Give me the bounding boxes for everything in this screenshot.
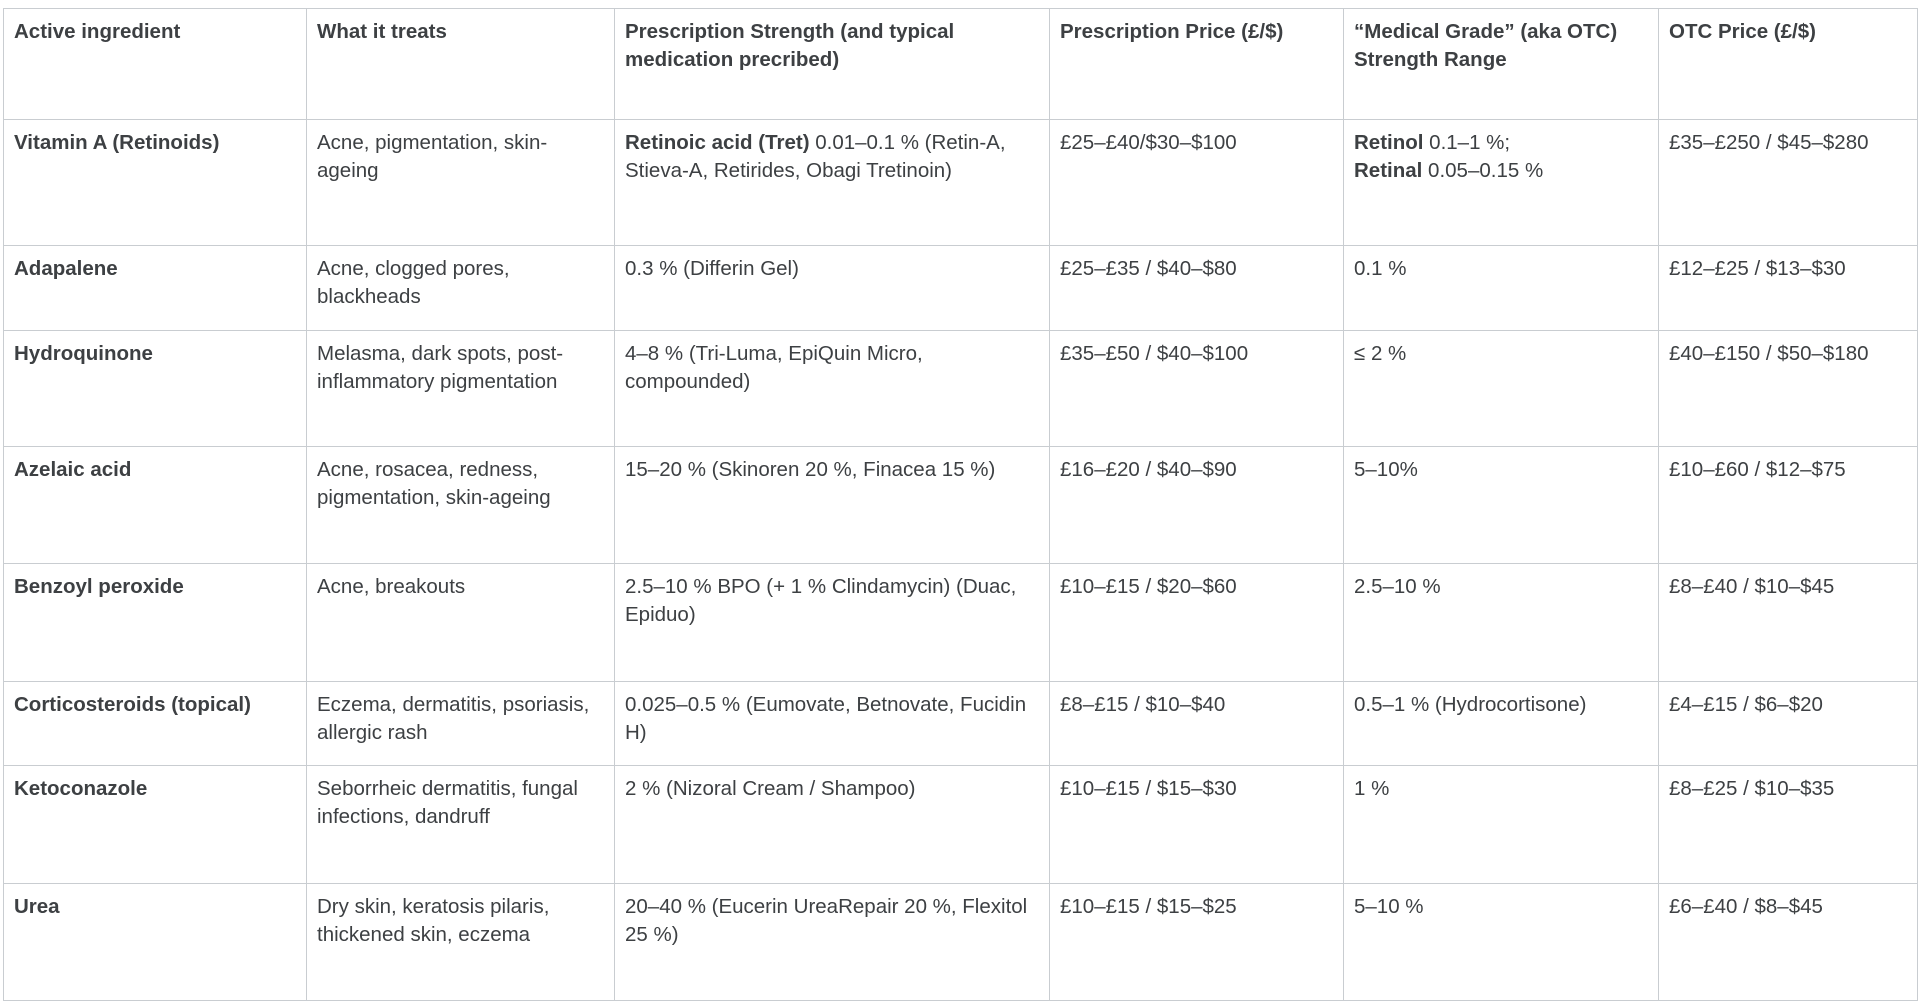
header-row: Active ingredient What it treats Prescri… bbox=[3, 8, 1918, 120]
otc-strength-text: 0.5–1 % (Hydrocortisone) bbox=[1354, 693, 1587, 716]
cell-prescription-price: £16–£20 / $40–$90 bbox=[1049, 446, 1344, 564]
cell-otc-strength: 0.5–1 % (Hydrocortisone) bbox=[1343, 681, 1659, 766]
cell-otc-price: £40–£150 / $50–$180 bbox=[1658, 330, 1918, 447]
cell-what-it-treats: Acne, pigmentation, skin-ageing bbox=[306, 119, 615, 246]
cell-prescription-strength: 20–40 % (Eucerin UreaRepair 20 %, Flexit… bbox=[614, 883, 1050, 1001]
cell-otc-price: £8–£40 / $10–$45 bbox=[1658, 563, 1918, 682]
cell-prescription-price: £10–£15 / $15–$25 bbox=[1049, 883, 1344, 1001]
otc-strength-text: 1 % bbox=[1354, 777, 1390, 800]
cell-prescription-price: £35–£50 / $40–$100 bbox=[1049, 330, 1344, 447]
cell-otc-strength: 5–10% bbox=[1343, 446, 1659, 564]
cell-otc-strength: ≤ 2 % bbox=[1343, 330, 1659, 447]
cell-prescription-strength: 2 % (Nizoral Cream / Shampoo) bbox=[614, 765, 1050, 884]
table-row-benzoyl-peroxide: Benzoyl peroxide Acne, breakouts 2.5–10 … bbox=[3, 563, 1918, 682]
table-row-adapalene: Adapalene Acne, clogged pores, blackhead… bbox=[3, 245, 1918, 331]
cell-prescription-strength: 0.025–0.5 % (Eumovate, Betnovate, Fucidi… bbox=[614, 681, 1050, 766]
cell-what-it-treats: Acne, breakouts bbox=[306, 563, 615, 682]
column-header-otc-price: OTC Price (£/$) bbox=[1658, 8, 1918, 120]
cell-prescription-price: £25–£35 / $40–$80 bbox=[1049, 245, 1344, 331]
table-row-vitamin-a: Vitamin A (Retinoids) Acne, pigmentation… bbox=[3, 119, 1918, 246]
cell-what-it-treats: Acne, clogged pores, blackheads bbox=[306, 245, 615, 331]
rx-strength-text: 20–40 % (Eucerin UreaRepair 20 %, Flexit… bbox=[625, 895, 1028, 946]
rx-strength-text: 2.5–10 % BPO (+ 1 % Clindamycin) (Duac, … bbox=[625, 575, 1017, 626]
table-row-azelaic-acid: Azelaic acid Acne, rosacea, redness, pig… bbox=[3, 446, 1918, 564]
cell-prescription-strength: 15–20 % (Skinoren 20 %, Finacea 15 %) bbox=[614, 446, 1050, 564]
rx-strength-text: 0.025–0.5 % (Eumovate, Betnovate, Fucidi… bbox=[625, 693, 1027, 744]
cell-otc-price: £35–£250 / $45–$280 bbox=[1658, 119, 1918, 246]
cell-prescription-price: £10–£15 / $20–$60 bbox=[1049, 563, 1344, 682]
cell-what-it-treats: Eczema, dermatitis, psoriasis, allergic … bbox=[306, 681, 615, 766]
otc-strength-bold: Retinol bbox=[1354, 131, 1424, 154]
column-header-prescription-price: Prescription Price (£/$) bbox=[1049, 8, 1344, 120]
otc-strength-text: 5–10 % bbox=[1354, 895, 1424, 918]
cell-otc-price: £10–£60 / $12–$75 bbox=[1658, 446, 1918, 564]
cell-prescription-price: £10–£15 / $15–$30 bbox=[1049, 765, 1344, 884]
cell-otc-price: £6–£40 / $8–$45 bbox=[1658, 883, 1918, 1001]
otc-strength-text: 2.5–10 % bbox=[1354, 575, 1441, 598]
rx-strength-bold: Retinoic acid (Tret) bbox=[625, 131, 810, 154]
cell-active-ingredient: Ketoconazole bbox=[3, 765, 307, 884]
cell-prescription-strength: Retinoic acid (Tret) 0.01–0.1 % (Retin-A… bbox=[614, 119, 1050, 246]
otc-strength-text: ≤ 2 % bbox=[1354, 342, 1407, 365]
cell-otc-strength: 0.1 % bbox=[1343, 245, 1659, 331]
otc-strength-text-2: 0.05–0.15 % bbox=[1422, 159, 1544, 182]
cell-otc-price: £8–£25 / $10–$35 bbox=[1658, 765, 1918, 884]
column-header-otc-strength-range: “Medical Grade” (aka OTC) Strength Range bbox=[1343, 8, 1659, 120]
rx-strength-text: 2 % (Nizoral Cream / Shampoo) bbox=[625, 777, 916, 800]
cell-otc-price: £12–£25 / $13–$30 bbox=[1658, 245, 1918, 331]
rx-strength-text: 0.01–0.1 % (Retin-A, Stieva-A, Retirides… bbox=[625, 131, 1006, 182]
column-header-active-ingredient: Active ingredient bbox=[3, 8, 307, 120]
table-row-hydroquinone: Hydroquinone Melasma, dark spots, post-i… bbox=[3, 330, 1918, 447]
cell-prescription-strength: 2.5–10 % BPO (+ 1 % Clindamycin) (Duac, … bbox=[614, 563, 1050, 682]
cell-otc-strength: 5–10 % bbox=[1343, 883, 1659, 1001]
cell-active-ingredient: Corticosteroids (topical) bbox=[3, 681, 307, 766]
otc-strength-text: 5–10% bbox=[1354, 458, 1418, 481]
cell-otc-strength: 2.5–10 % bbox=[1343, 563, 1659, 682]
cell-otc-price: £4–£15 / $6–$20 bbox=[1658, 681, 1918, 766]
otc-strength-text: 0.1–1 %; bbox=[1423, 131, 1511, 154]
column-header-what-it-treats: What it treats bbox=[306, 8, 615, 120]
cell-prescription-strength: 4–8 % (Tri-Luma, EpiQuin Micro, compound… bbox=[614, 330, 1050, 447]
cell-what-it-treats: Dry skin, keratosis pilaris, thickened s… bbox=[306, 883, 615, 1001]
cell-active-ingredient: Urea bbox=[3, 883, 307, 1001]
cell-prescription-price: £8–£15 / $10–$40 bbox=[1049, 681, 1344, 766]
cell-what-it-treats: Acne, rosacea, redness, pigmentation, sk… bbox=[306, 446, 615, 564]
table-row-corticosteroids: Corticosteroids (topical) Eczema, dermat… bbox=[3, 681, 1918, 766]
cell-what-it-treats: Seborrheic dermatitis, fungal infections… bbox=[306, 765, 615, 884]
rx-strength-text: 4–8 % (Tri-Luma, EpiQuin Micro, compound… bbox=[625, 342, 923, 393]
cell-active-ingredient: Benzoyl peroxide bbox=[3, 563, 307, 682]
table-row-urea: Urea Dry skin, keratosis pilaris, thicke… bbox=[3, 883, 1918, 1001]
cell-otc-strength: 1 % bbox=[1343, 765, 1659, 884]
cell-prescription-strength: 0.3 % (Differin Gel) bbox=[614, 245, 1050, 331]
cell-active-ingredient: Adapalene bbox=[3, 245, 307, 331]
cell-prescription-price: £25–£40/$30–$100 bbox=[1049, 119, 1344, 246]
rx-strength-text: 0.3 % (Differin Gel) bbox=[625, 257, 799, 280]
otc-strength-bold-2: Retinal bbox=[1354, 159, 1423, 182]
otc-strength-text: 0.1 % bbox=[1354, 257, 1407, 280]
rx-strength-text: 15–20 % (Skinoren 20 %, Finacea 15 %) bbox=[625, 458, 996, 481]
cell-what-it-treats: Melasma, dark spots, post-inflammatory p… bbox=[306, 330, 615, 447]
cell-active-ingredient: Azelaic acid bbox=[3, 446, 307, 564]
table-row-ketoconazole: Ketoconazole Seborrheic dermatitis, fung… bbox=[3, 765, 1918, 884]
skincare-ingredients-table: Active ingredient What it treats Prescri… bbox=[3, 8, 1918, 1001]
cell-active-ingredient: Vitamin A (Retinoids) bbox=[3, 119, 307, 246]
cell-otc-strength: Retinol 0.1–1 %; Retinal 0.05–0.15 % bbox=[1343, 119, 1659, 246]
cell-active-ingredient: Hydroquinone bbox=[3, 330, 307, 447]
column-header-prescription-strength: Prescription Strength (and typical medic… bbox=[614, 8, 1050, 120]
